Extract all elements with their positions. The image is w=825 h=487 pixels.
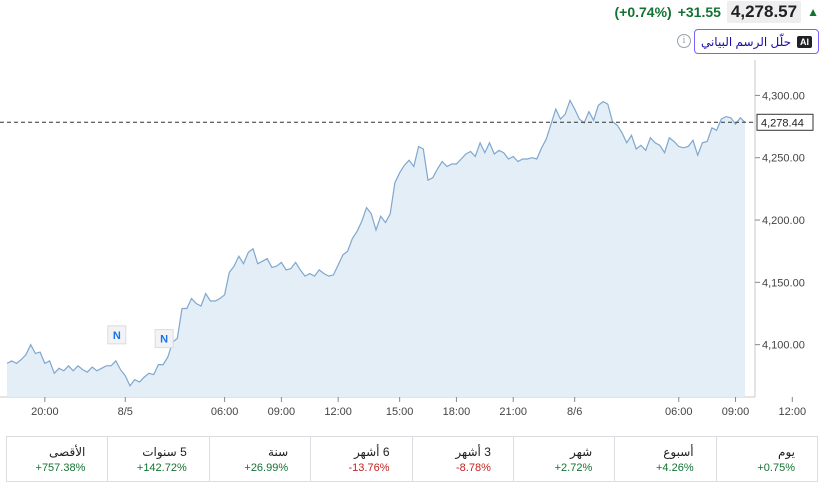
x-tick-label: 18:00 — [443, 406, 471, 418]
price-change-percent: (+0.74%) — [614, 4, 672, 20]
x-tick-label: 06:00 — [665, 406, 693, 418]
y-tick-label: 4,150.00 — [762, 277, 805, 289]
period-label: أسبوع — [663, 444, 694, 459]
last-price-tag: 4,278.44 — [756, 113, 814, 131]
period-change: +26.99% — [244, 461, 289, 474]
x-tick-label: 20:00 — [31, 406, 59, 418]
period-label: سنة — [268, 444, 289, 459]
news-marker-label: N — [160, 334, 168, 346]
period-option[interactable]: أسبوع +4.26% — [614, 437, 715, 481]
price-tag-box — [756, 113, 814, 131]
price-change: +31.55 — [677, 4, 721, 20]
period-label: 6 أشهر — [353, 444, 390, 459]
period-option[interactable]: شهر +2.72% — [512, 437, 614, 481]
period-label: يوم — [778, 444, 795, 459]
period-label: شهر — [570, 444, 593, 459]
info-icon[interactable]: i — [677, 34, 691, 48]
period-label: 5 سنوات — [142, 444, 187, 459]
y-tick-label: 4,100.00 — [762, 340, 805, 352]
news-marker[interactable]: N — [107, 325, 127, 345]
period-selector: يوم +0.75% أسبوع +4.26% شهر +2.72% 3 أشهر -8.78… — [6, 436, 818, 482]
price-tag-label: 4,278.44 — [761, 117, 804, 129]
news-marker-box — [107, 325, 127, 345]
period-option[interactable]: يوم +0.75% — [715, 437, 817, 481]
x-tick-label: 12:00 — [779, 406, 807, 418]
period-change: -13.76% — [348, 461, 390, 474]
y-tick-label: 4,250.00 — [762, 153, 805, 165]
x-tick-label: 09:00 — [722, 406, 750, 418]
current-price: 4,278.57 — [726, 1, 802, 23]
x-tick-label: 21:00 — [499, 406, 527, 418]
arrow-up-icon: ▲ — [807, 5, 819, 19]
x-tick-label: 12:00 — [324, 406, 352, 418]
analyze-chart-label: حلّل الرسم البياني — [700, 34, 791, 49]
x-tick-label: 8/5 — [118, 406, 133, 418]
period-change: +142.72% — [136, 461, 187, 474]
period-option[interactable]: الأقصى +757.38% — [7, 437, 107, 481]
x-tick-label: 8/6 — [567, 406, 582, 418]
x-axis: 20:00 8/5 06:00 09:00 12:00 15:00 18:00 21:00 8/… — [31, 397, 806, 418]
period-option[interactable]: 5 سنوات +142.72% — [107, 437, 208, 481]
x-tick-label: 06:00 — [211, 406, 239, 418]
analyze-chart-button[interactable]: حلّل الرسم البياني AI — [693, 29, 819, 54]
news-marker-box — [154, 329, 174, 349]
y-axis: 4,100.00 4,150.00 4,200.00 4,250.00 4,300.00 — [755, 90, 805, 352]
news-marker-label: N — [113, 330, 121, 342]
y-tick-label: 4,200.00 — [762, 215, 805, 227]
period-change: -8.78% — [456, 461, 491, 474]
period-change: +757.38% — [35, 461, 86, 474]
price-area — [7, 100, 745, 398]
period-option[interactable]: 3 أشهر -8.78% — [411, 437, 513, 481]
quote-header: (+0.74%) +31.55 4,278.57 ▲ — [614, 0, 819, 24]
period-label: 3 أشهر — [455, 444, 491, 459]
period-change: +0.75% — [757, 461, 795, 474]
x-tick-label: 09:00 — [268, 406, 296, 418]
ai-badge-icon: AI — [797, 35, 812, 48]
period-change: +2.72% — [554, 461, 593, 474]
period-label: الأقصى — [49, 444, 86, 459]
period-option[interactable]: سنة +26.99% — [208, 437, 310, 481]
period-change: +4.26% — [656, 461, 694, 474]
period-option[interactable]: 6 أشهر -13.76% — [310, 437, 411, 481]
news-marker[interactable]: N — [154, 329, 174, 349]
y-tick-label: 4,300.00 — [762, 90, 805, 102]
x-tick-label: 15:00 — [386, 406, 414, 418]
price-line — [6, 98, 746, 387]
